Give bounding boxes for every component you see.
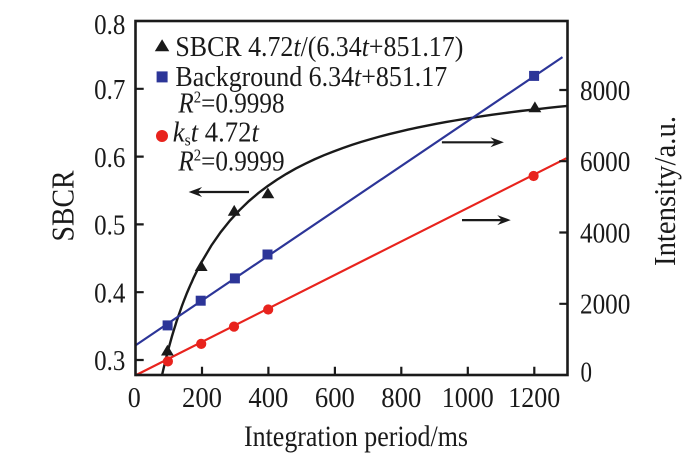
svg-text:0.3: 0.3 <box>94 346 125 377</box>
svg-text:Integration period/ms: Integration period/ms <box>244 420 468 453</box>
svg-text:4000: 4000 <box>580 218 630 249</box>
svg-text:0: 0 <box>128 383 141 414</box>
svg-text:0.8: 0.8 <box>94 10 125 41</box>
svg-text:600: 600 <box>315 383 355 414</box>
svg-text:1000: 1000 <box>442 383 494 414</box>
svg-text:8000: 8000 <box>580 76 630 107</box>
svg-text:0: 0 <box>581 358 593 389</box>
svg-text:400: 400 <box>248 383 288 414</box>
svg-text:SBCR: SBCR <box>45 170 81 242</box>
svg-text:2000: 2000 <box>580 290 630 321</box>
svg-text:SBCR 4.72t/(6.34t+851.17): SBCR 4.72t/(6.34t+851.17) <box>175 31 463 63</box>
svg-text:Intensity/a.u.: Intensity/a.u. <box>647 116 682 266</box>
svg-text:0.6: 0.6 <box>94 143 125 174</box>
svg-text:1200: 1200 <box>508 383 560 414</box>
svg-text:200: 200 <box>182 383 222 414</box>
svg-text:6000: 6000 <box>580 147 630 178</box>
svg-text:0.4: 0.4 <box>94 278 125 309</box>
svg-text:R2​=0.9999: R2​=0.9999 <box>177 145 284 177</box>
svg-text:800: 800 <box>381 383 421 414</box>
svg-text:0.5: 0.5 <box>94 211 125 242</box>
svg-text:ks​t 4.72t: ks​t 4.72t <box>173 117 260 150</box>
svg-text:0.7: 0.7 <box>94 75 125 106</box>
svg-text:R2​=0.9998: R2​=0.9998 <box>177 87 284 119</box>
svg-text:Background 6.34t+851.17: Background 6.34t+851.17 <box>175 60 447 93</box>
